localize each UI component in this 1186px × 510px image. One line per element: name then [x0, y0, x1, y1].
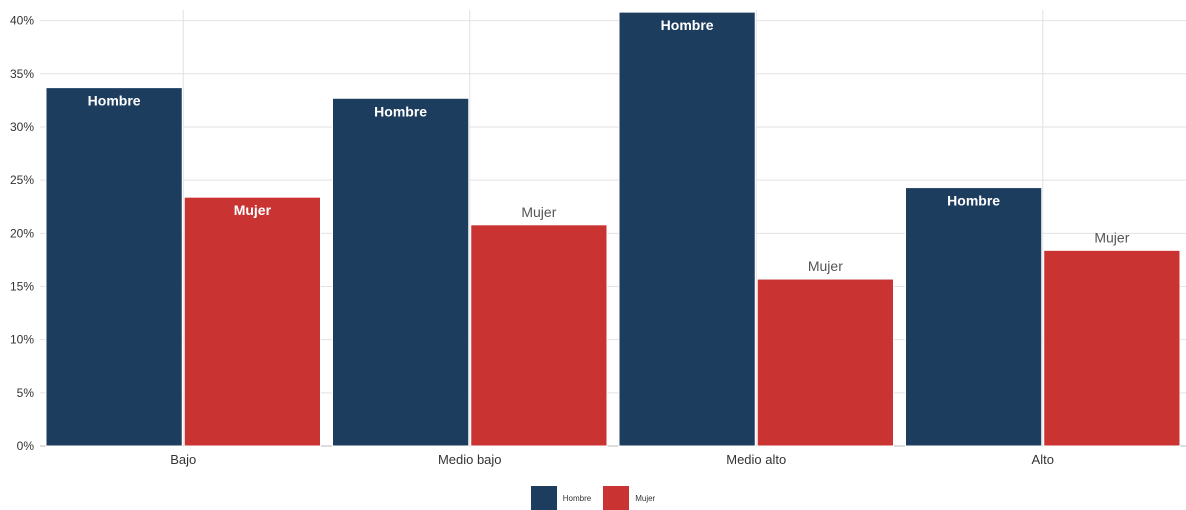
x-tick-label: Medio alto	[726, 452, 786, 467]
data-label-mujer: Mujer	[521, 204, 556, 220]
y-tick-label: 5%	[17, 386, 35, 400]
legend-label-mujer: Mujer	[635, 493, 656, 503]
bar-mujer	[470, 224, 608, 447]
x-tick-label: Medio bajo	[438, 452, 502, 467]
legend-item-mujer[interactable]: Mujer	[603, 486, 655, 510]
data-label-mujer: Mujer	[1094, 229, 1129, 245]
data-label-hombre: Hombre	[947, 193, 1000, 209]
bar-hombre	[618, 11, 756, 447]
y-tick-label: 15%	[10, 279, 34, 293]
legend-item-hombre[interactable]: Hombre	[530, 486, 592, 510]
bar-hombre	[45, 87, 183, 447]
bar-mujer	[1043, 249, 1181, 447]
y-tick-label: 0%	[17, 439, 35, 453]
y-tick-label: 30%	[10, 120, 34, 134]
x-tick-label: Alto	[1032, 452, 1054, 467]
legend-swatch-mujer	[603, 486, 630, 510]
data-label-hombre: Hombre	[374, 103, 427, 119]
y-tick-label: 10%	[10, 333, 34, 347]
legend-label-hombre: Hombre	[562, 493, 592, 503]
bar-hombre	[332, 97, 470, 447]
legend-swatch-hombre	[530, 486, 557, 510]
bar-chart: 0% 5% 10% 15% 20% 25% 30% 35% 40% Hombre Hombre Hom…	[10, 10, 1186, 467]
x-tick-label: Bajo	[170, 452, 196, 467]
data-label-mujer: Mujer	[234, 202, 272, 218]
y-tick-label: 35%	[10, 67, 34, 81]
y-tick-label: 20%	[10, 226, 34, 240]
y-tick-label: 40%	[10, 14, 34, 28]
bar-mujer	[183, 196, 321, 447]
bar-hombre	[905, 187, 1043, 447]
data-label-hombre: Hombre	[661, 17, 714, 33]
bar-mujer	[756, 278, 894, 447]
data-label-mujer: Mujer	[808, 258, 843, 274]
y-tick-label: 25%	[10, 173, 34, 187]
data-label-hombre: Hombre	[88, 93, 141, 109]
legend: Hombre Mujer	[0, 484, 1186, 510]
